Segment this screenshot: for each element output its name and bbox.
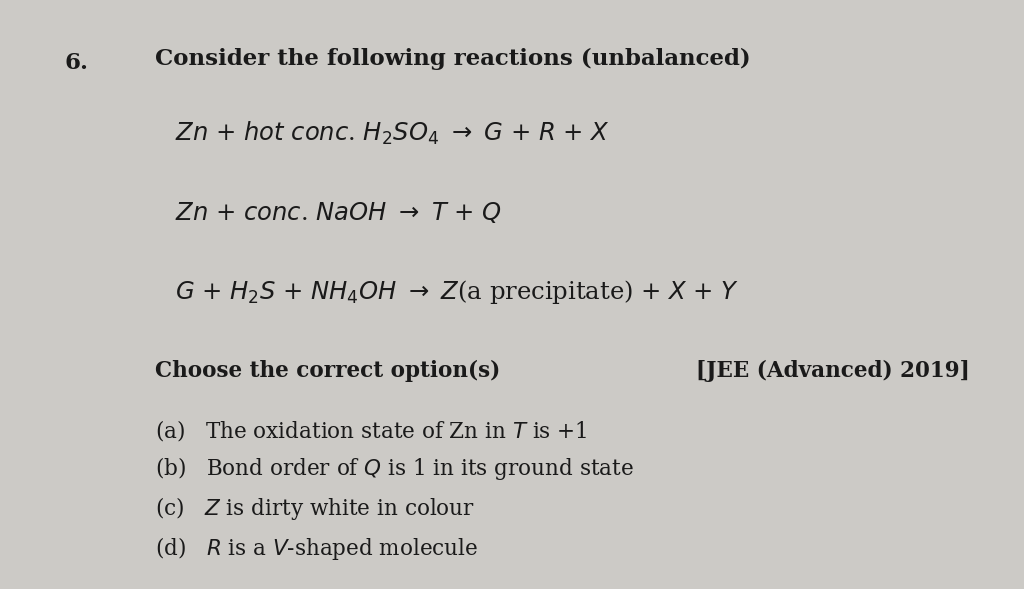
Text: Choose the correct option(s): Choose the correct option(s) [155, 360, 501, 382]
Text: $G$ + $H_2S$ + $NH_4OH$ $\rightarrow$ $Z$(a precipitate) + $X$ + $Y$: $G$ + $H_2S$ + $NH_4OH$ $\rightarrow$ $Z… [175, 278, 739, 306]
Text: (d)   $R$ is a $V$-shaped molecule: (d) $R$ is a $V$-shaped molecule [155, 535, 478, 562]
Text: $Zn$ + $conc$. $NaOH$ $\rightarrow$ $T$ + $Q$: $Zn$ + $conc$. $NaOH$ $\rightarrow$ $T$ … [175, 200, 502, 225]
Text: (c)   $Z$ is dirty white in colour: (c) $Z$ is dirty white in colour [155, 495, 475, 522]
Text: [JEE (Advanced) 2019]: [JEE (Advanced) 2019] [696, 360, 970, 382]
Text: (b)   Bond order of $Q$ is 1 in its ground state: (b) Bond order of $Q$ is 1 in its ground… [155, 455, 634, 482]
Text: $Zn$ + $hot$ $conc$. $H_2SO_4$ $\rightarrow$ $G$ + $R$ + $X$: $Zn$ + $hot$ $conc$. $H_2SO_4$ $\rightar… [175, 120, 610, 147]
Text: 6.: 6. [65, 52, 89, 74]
Text: Consider the following reactions (unbalanced): Consider the following reactions (unbala… [155, 48, 751, 70]
Text: (a)   The oxidation state of Zn in $T$ is +1: (a) The oxidation state of Zn in $T$ is … [155, 418, 588, 443]
